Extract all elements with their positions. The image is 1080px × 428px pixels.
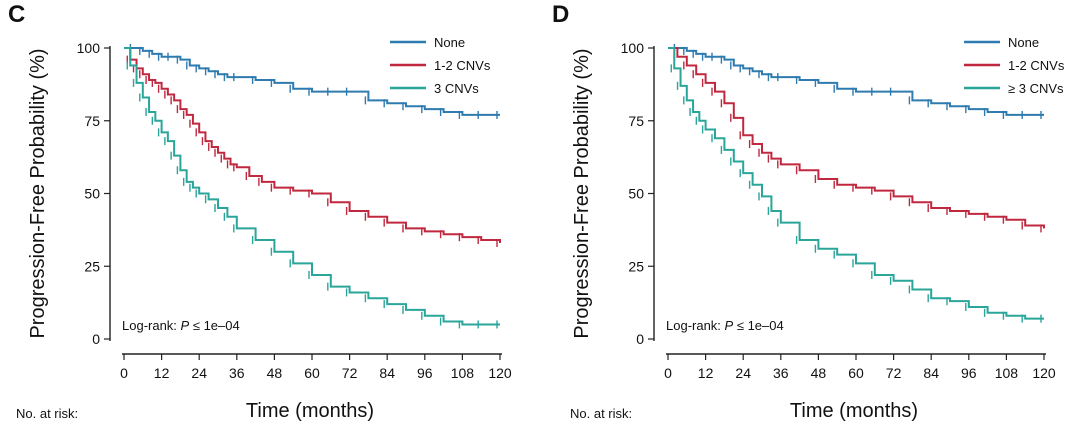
x-tick-label: 36 — [229, 365, 245, 381]
y-tick-label: 75 — [628, 113, 644, 129]
x-tick-label: 24 — [191, 365, 207, 381]
legend-label: 3 CNVs — [434, 81, 479, 96]
y-tick-label: 50 — [84, 186, 100, 202]
chart-panel-c: C 0 25 50 75 100 0 12 24 36 48 60 72 84 96 108 120 Time (… — [8, 1, 512, 422]
x-tick-label: 60 — [848, 365, 864, 381]
x-tick-label: 72 — [342, 365, 358, 381]
y-tick-label: 100 — [621, 40, 645, 56]
x-tick-label: 48 — [267, 365, 283, 381]
x-tick-label: 48 — [811, 365, 827, 381]
km-curve-1 — [124, 48, 500, 243]
legend-label: 1-2 CNVs — [434, 58, 491, 73]
legend-label: None — [1008, 35, 1039, 50]
logrank-annotation: Log-rank: P ≤ 1e–04 — [122, 318, 240, 333]
chart-panel-d: D 0 25 50 75 100 0 12 24 36 48 60 72 84 96 108 120 Time (… — [552, 1, 1065, 422]
legend-label: 1-2 CNVs — [1008, 58, 1065, 73]
x-tick-label: 84 — [379, 365, 395, 381]
x-tick-label: 120 — [1032, 365, 1056, 381]
y-tick-label: 0 — [636, 331, 644, 347]
x-tick-label: 84 — [923, 365, 939, 381]
x-tick-label: 96 — [417, 365, 433, 381]
x-axis-title: Time (months) — [790, 400, 918, 422]
y-tick-label: 100 — [77, 40, 101, 56]
x-tick-label: 60 — [304, 365, 320, 381]
x-tick-label: 108 — [451, 365, 475, 381]
y-tick-label: 50 — [628, 186, 644, 202]
y-axis-title: Progression-Free Probability (%) — [27, 48, 49, 338]
legend-label: ≥ 3 CNVs — [1008, 81, 1064, 96]
risk-table-label: No. at risk: — [570, 406, 632, 421]
x-tick-label: 24 — [735, 365, 751, 381]
km-figure: C02550751000 12 24 36 48 60 72 84 96 108 120Time (… — [0, 0, 1080, 428]
y-tick-label: 0 — [92, 331, 100, 347]
km-curve-0 — [668, 48, 1044, 115]
x-tick-label: 120 — [488, 365, 512, 381]
x-tick-label: 72 — [886, 365, 902, 381]
x-tick-label: 96 — [961, 365, 977, 381]
y-tick-label: 25 — [84, 258, 100, 274]
legend-label: None — [434, 35, 465, 50]
panel-letter: D — [552, 1, 569, 28]
panel-letter: C — [8, 1, 25, 28]
x-axis-title: Time (months) — [246, 400, 374, 422]
logrank-annotation: Log-rank: P ≤ 1e–04 — [666, 318, 784, 333]
x-tick-label: 36 — [773, 365, 789, 381]
risk-table-label: No. at risk: — [16, 406, 78, 421]
y-axis-title: Progression-Free Probability (%) — [571, 48, 593, 338]
x-tick-label: 108 — [995, 365, 1019, 381]
x-tick-label: 12 — [698, 365, 714, 381]
x-tick-label: 0 — [664, 365, 672, 381]
x-tick-label: 0 — [120, 365, 128, 381]
x-tick-label: 12 — [154, 365, 170, 381]
y-tick-label: 25 — [628, 258, 644, 274]
y-tick-label: 75 — [84, 113, 100, 129]
